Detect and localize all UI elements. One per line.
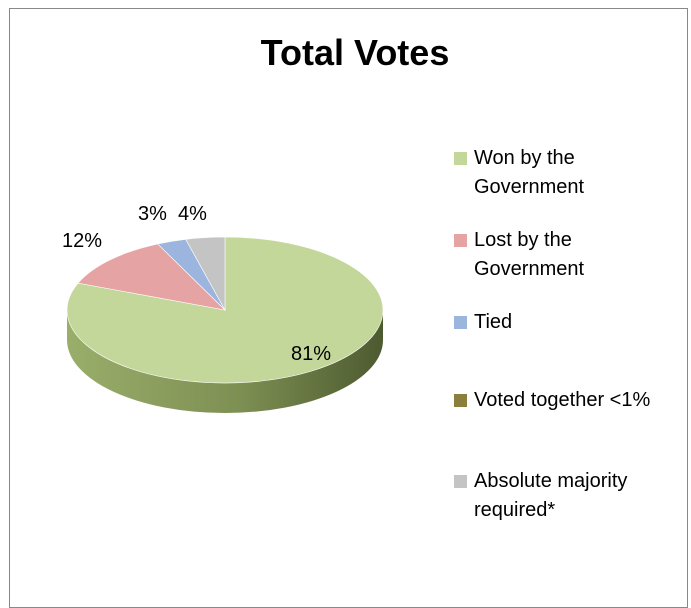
data-label-lost: 12%: [62, 230, 102, 252]
legend-swatch-voted-together: [454, 394, 467, 407]
data-label-absolute-majority: 4%: [178, 203, 207, 225]
legend-swatch-absolute-majority: [454, 475, 467, 488]
legend-label-tied: Tied: [474, 311, 513, 333]
pie-slice-absolute-majority: [185, 236, 226, 312]
legend-label-absolute-majority: Absolute majority required*: [474, 470, 628, 521]
legend-label-won: Won by the Government: [474, 147, 585, 198]
pie-3d-side: [67, 310, 383, 413]
legend-label-lost: Lost by the Government: [474, 229, 585, 280]
data-label-tied: 3%: [138, 203, 167, 225]
chart-title: Total Votes: [260, 32, 450, 73]
legend-swatch-tied: [454, 316, 467, 329]
pie-data-labels: 81% 12% 3% 4%: [62, 203, 331, 365]
data-label-won: 81%: [291, 343, 331, 365]
pie-side-wall: [67, 310, 383, 413]
pie-slice-lost: [77, 243, 226, 311]
legend-swatch-lost: [454, 234, 467, 247]
legend-swatch-won: [454, 152, 467, 165]
pie-chart: 81% 12% 3% 4%: [62, 203, 384, 413]
pie-slices: [66, 236, 384, 384]
legend-label-voted-together: Voted together <1%: [474, 389, 651, 411]
